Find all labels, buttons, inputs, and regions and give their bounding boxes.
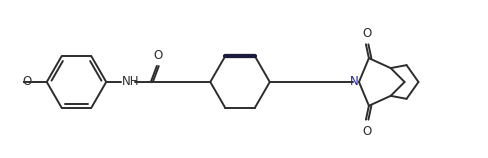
Text: O: O	[362, 125, 371, 138]
Text: O: O	[362, 27, 371, 40]
Text: N: N	[349, 76, 358, 88]
Text: O: O	[153, 49, 162, 62]
Text: O: O	[22, 76, 32, 88]
Text: NH: NH	[122, 76, 139, 88]
